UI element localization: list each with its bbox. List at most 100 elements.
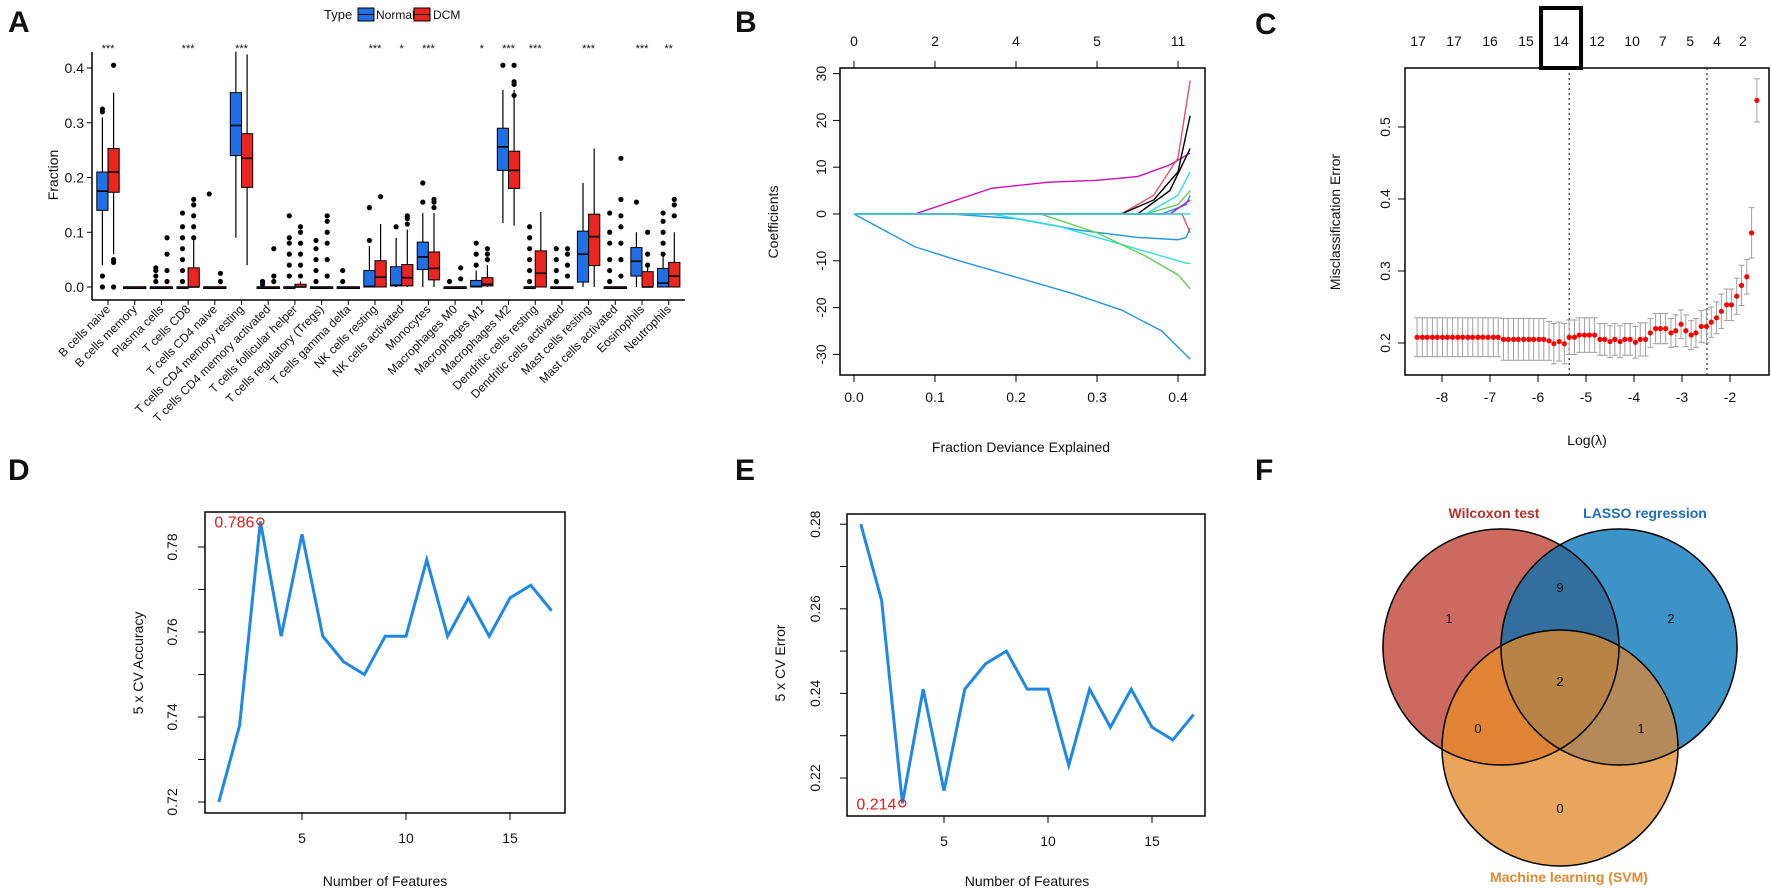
venn-count-svm-only: 0: [1556, 801, 1563, 816]
normal-box: [229, 92, 243, 157]
y-tick-label: -20: [813, 297, 829, 317]
normal-outlier: [660, 240, 666, 246]
panel-b-marks: 0.0 0.1 0.2 0.3 0.4 -30 -20 -10 0 10 20 30 0 2 4 5 11: [813, 33, 1206, 405]
dcm-outlier: [164, 278, 170, 285]
dcm-outlier: [111, 62, 117, 68]
y-tick-label: 0.26: [807, 595, 823, 622]
cv-error-point: [1622, 336, 1628, 342]
normal-outlier: [179, 278, 186, 285]
significance-marker: ***: [502, 43, 516, 55]
cv-error-point: [1703, 323, 1710, 330]
venn-region-all-three: [1501, 630, 1619, 765]
best-point-marker: [256, 517, 265, 526]
cv-error-point: [1551, 341, 1557, 347]
x-tick-label: 10: [1040, 833, 1056, 849]
normal-outlier: [286, 251, 292, 257]
dcm-outlier: [618, 273, 624, 279]
dcm-box: [641, 271, 654, 288]
top-axis-label: 17: [1410, 33, 1426, 49]
x-axis-label: Fraction Deviance Explained: [932, 439, 1110, 455]
y-tick-label: 0.1: [65, 224, 85, 240]
dcm-outlier: [645, 262, 651, 268]
y-tick-label: 20: [813, 112, 829, 128]
y-tick-label: 0.3: [1377, 261, 1393, 281]
normal-outlier: [607, 257, 613, 263]
cv-error-point: [1561, 341, 1567, 347]
dcm-outlier: [111, 284, 117, 290]
cv-error-point: [1749, 230, 1755, 236]
dcm-outlier: [484, 251, 490, 257]
cv-error-point: [1475, 334, 1481, 340]
venn-set-label-wilcoxon: Wilcoxon test: [1449, 505, 1540, 521]
panel-c-marks: -8 -7 -6 -5 -4 -3 -2 0.2 0.3 0.4 0.5 17 17 16 15 14 12 10…: [1377, 6, 1770, 405]
y-axis-label: Fraction: [45, 150, 61, 201]
legend-title: Type: [324, 7, 352, 22]
normal-outlier: [286, 273, 292, 279]
cv-error-point: [1617, 338, 1623, 345]
normal-outlier: [473, 240, 479, 246]
dcm-box: [534, 250, 547, 288]
normal-outlier: [313, 246, 319, 252]
y-tick-label: 30: [813, 66, 829, 82]
normal-box: [576, 230, 590, 283]
normal-outlier: [607, 229, 613, 235]
normal-outlier: [660, 251, 666, 257]
dcm-outlier: [324, 240, 330, 246]
coefficient-path-1: [853, 213, 1191, 360]
y-tick-label: 0: [813, 210, 829, 218]
cv-error-point: [1693, 330, 1699, 336]
dcm-outlier: [297, 224, 304, 230]
dcm-box: [401, 264, 414, 287]
dcm-box: [187, 267, 200, 288]
cv-error-point: [1485, 334, 1491, 340]
plot-frame: [839, 67, 1206, 376]
dcm-outlier: [297, 240, 304, 246]
coefficient-path-3: [854, 213, 1191, 241]
dcm-box: [427, 251, 441, 281]
cv-error-point: [1566, 334, 1572, 340]
normal-outlier: [286, 235, 292, 241]
cv-error-point: [1465, 334, 1471, 340]
cv-error-point: [1510, 336, 1517, 342]
top-axis-label: 10: [1624, 33, 1640, 49]
panel-label-f: F: [1255, 454, 1273, 487]
top-tick-label: 4: [1012, 33, 1020, 49]
dcm-outlier: [511, 79, 517, 85]
dcm-outlier: [297, 273, 304, 279]
venn-outline-svm: [1441, 629, 1679, 867]
dcm-outlier: [191, 196, 197, 202]
venn-count-wilcoxon-lasso: 9: [1556, 580, 1563, 595]
venn-set-label-lasso: LASSO regression: [1583, 505, 1707, 521]
panel-d-marks: 5 10 15 0.72 0.74 0.76 0.78 0.786: [164, 511, 566, 846]
dcm-outlier: [618, 240, 624, 246]
coefficient-path-2: [854, 152, 1191, 215]
dcm-outlier: [271, 246, 277, 252]
cv-error-point: [1602, 336, 1608, 342]
legend-label-normal: Normal: [376, 8, 415, 22]
dcm-outlier: [164, 267, 170, 274]
x-tick-label: -7: [1484, 389, 1497, 405]
venn-count-lasso-only: 2: [1667, 611, 1674, 626]
best-point-marker: [898, 799, 907, 808]
cv-error-point: [1744, 274, 1750, 280]
normal-outlier: [527, 257, 533, 263]
cv-error-point: [1612, 336, 1618, 342]
x-tick-label: -5: [1580, 389, 1593, 405]
top-tick-label: 2: [931, 33, 939, 49]
venn-count-all-three: 2: [1556, 674, 1563, 689]
y-tick-label: -10: [813, 250, 829, 270]
x-tick-label: 0.4: [1168, 389, 1188, 405]
cv-error-point: [1678, 321, 1684, 327]
normal-outlier: [500, 62, 506, 68]
normal-outlier: [153, 265, 159, 271]
top-tick-label: 0: [850, 33, 858, 49]
cv-error-point: [1632, 339, 1639, 345]
cv-error-point: [1536, 336, 1542, 342]
cv-error-point: [1526, 336, 1532, 342]
x-tick-label: 0.0: [844, 389, 864, 405]
dcm-outlier: [671, 196, 677, 202]
cv-error-point: [1586, 332, 1592, 338]
cv-error-point: [1683, 328, 1689, 334]
normal-outlier: [527, 224, 533, 230]
